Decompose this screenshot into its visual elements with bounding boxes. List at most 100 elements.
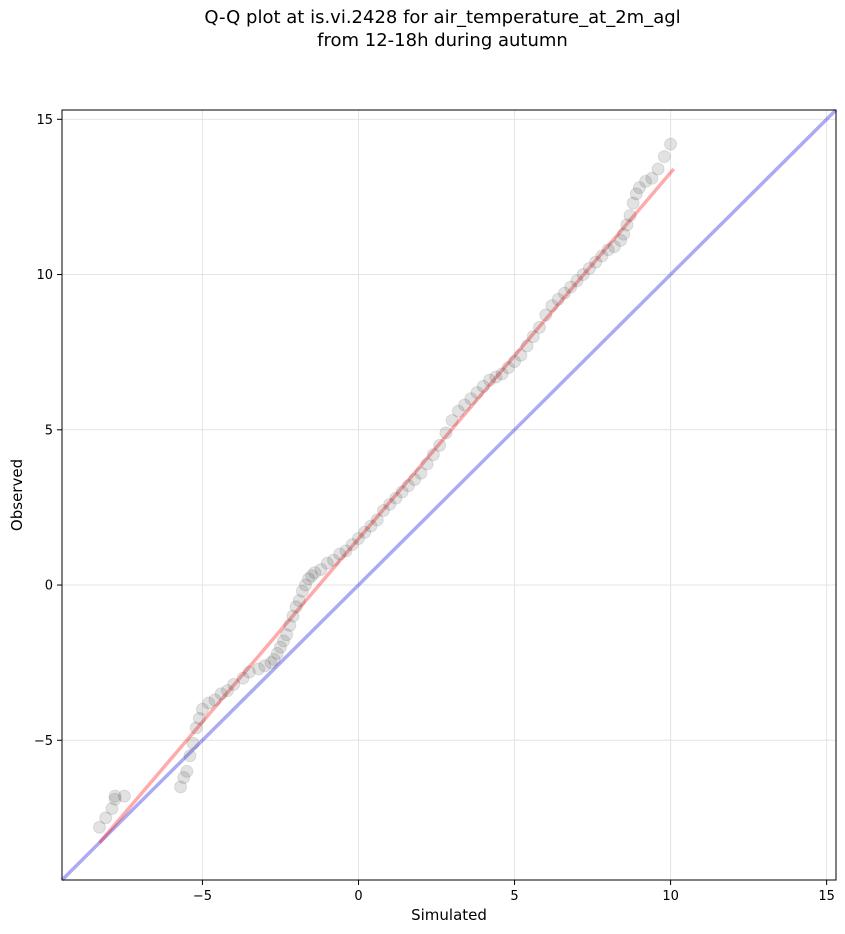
qq-point — [433, 438, 447, 452]
x-tick-label: −5 — [193, 889, 212, 904]
qq-point — [292, 594, 306, 608]
qq-point — [339, 544, 353, 558]
qq-point — [601, 243, 615, 257]
qq-point — [620, 218, 634, 232]
qq-point — [464, 392, 478, 406]
qq-point — [589, 255, 603, 269]
x-axis-label: Simulated — [411, 906, 487, 924]
plot-frame — [61, 109, 837, 881]
qq-point — [376, 504, 390, 518]
qq-point — [439, 426, 453, 440]
qq-point — [252, 662, 266, 676]
qq-point — [426, 448, 440, 462]
qq-point — [607, 240, 621, 254]
qq-point — [270, 646, 284, 660]
qq-point — [651, 162, 665, 176]
qq-point — [483, 373, 497, 387]
qq-point — [545, 299, 559, 313]
qq-point — [267, 653, 281, 667]
qq-point — [470, 386, 484, 400]
qq-point — [595, 249, 609, 263]
qq-point — [117, 789, 131, 803]
qq-point — [582, 261, 596, 275]
qq-point — [236, 671, 250, 685]
qq-point — [99, 811, 113, 825]
qq-point — [273, 640, 287, 654]
qq-point — [533, 320, 547, 334]
qq-point — [408, 472, 422, 486]
qq-point — [264, 656, 278, 670]
x-tick-label: 15 — [818, 889, 835, 904]
qq-point — [327, 553, 341, 567]
qq-point — [526, 330, 540, 344]
qq-point — [495, 367, 509, 381]
qq-point — [370, 513, 384, 527]
x-tick-label: 5 — [510, 889, 518, 904]
x-tick-label: 10 — [662, 889, 679, 904]
qq-point — [351, 531, 365, 545]
qq-point — [258, 659, 272, 673]
chart-title-line-1: Q-Q plot at is.vi.2428 for air_temperatu… — [204, 7, 681, 28]
qq-point — [626, 196, 640, 210]
qq-point — [302, 572, 316, 586]
qq-point — [227, 677, 241, 691]
qq-point — [295, 584, 309, 598]
qq-point — [539, 308, 553, 322]
qq-point — [664, 137, 678, 151]
y-axis-label: Observed — [8, 459, 26, 531]
qq-point — [645, 171, 659, 185]
qq-point — [108, 792, 122, 806]
fit-line — [98, 167, 676, 844]
qq-point — [557, 286, 571, 300]
ticks: −5 0 5 10 15 −5 0 5 10 15 — [34, 113, 835, 904]
qq-point — [358, 525, 372, 539]
qq-point — [202, 696, 216, 710]
qq-point — [195, 702, 209, 716]
qq-point — [180, 764, 194, 778]
qq-point — [551, 292, 565, 306]
qq-point — [617, 227, 631, 241]
qq-point — [458, 398, 472, 412]
qq-point — [289, 600, 303, 614]
qq-point — [657, 150, 671, 164]
qq-point — [92, 820, 106, 834]
qq-point — [105, 802, 119, 816]
qq-point — [186, 736, 200, 750]
qq-point — [208, 693, 222, 707]
y-tick-label: 15 — [36, 113, 53, 128]
qq-point — [389, 491, 403, 505]
qq-point — [280, 628, 294, 642]
qq-point — [501, 361, 515, 375]
qq-point — [242, 665, 256, 679]
qq-point — [333, 547, 347, 561]
qq-point — [305, 569, 319, 583]
qq-point — [476, 379, 490, 393]
qq-point — [364, 519, 378, 533]
qq-point — [320, 556, 334, 570]
qq-point — [214, 687, 228, 701]
qq-point — [277, 634, 291, 648]
chart-title: Q-Q plot at is.vi.2428 for air_temperatu… — [0, 6, 845, 52]
qq-point — [414, 466, 428, 480]
qq-point — [614, 233, 628, 247]
qq-point — [183, 749, 197, 763]
qq-point — [298, 578, 312, 592]
qq-point — [192, 712, 206, 726]
chart-title-line-2: from 12-18h during autumn — [317, 30, 568, 51]
qq-point — [451, 404, 465, 418]
qq-point — [420, 457, 434, 471]
qq-point — [314, 563, 328, 577]
qq-point — [345, 538, 359, 552]
points — [92, 137, 678, 834]
y-tick-label: 0 — [45, 579, 53, 594]
qq-point — [383, 497, 397, 511]
qq-point — [632, 181, 646, 195]
qq-point — [220, 684, 234, 698]
qq-point — [177, 771, 191, 785]
qq-point — [576, 268, 590, 282]
qq-point — [623, 209, 637, 223]
x-tick-label: 0 — [354, 889, 362, 904]
qq-point — [189, 721, 203, 735]
qq-point — [286, 609, 300, 623]
